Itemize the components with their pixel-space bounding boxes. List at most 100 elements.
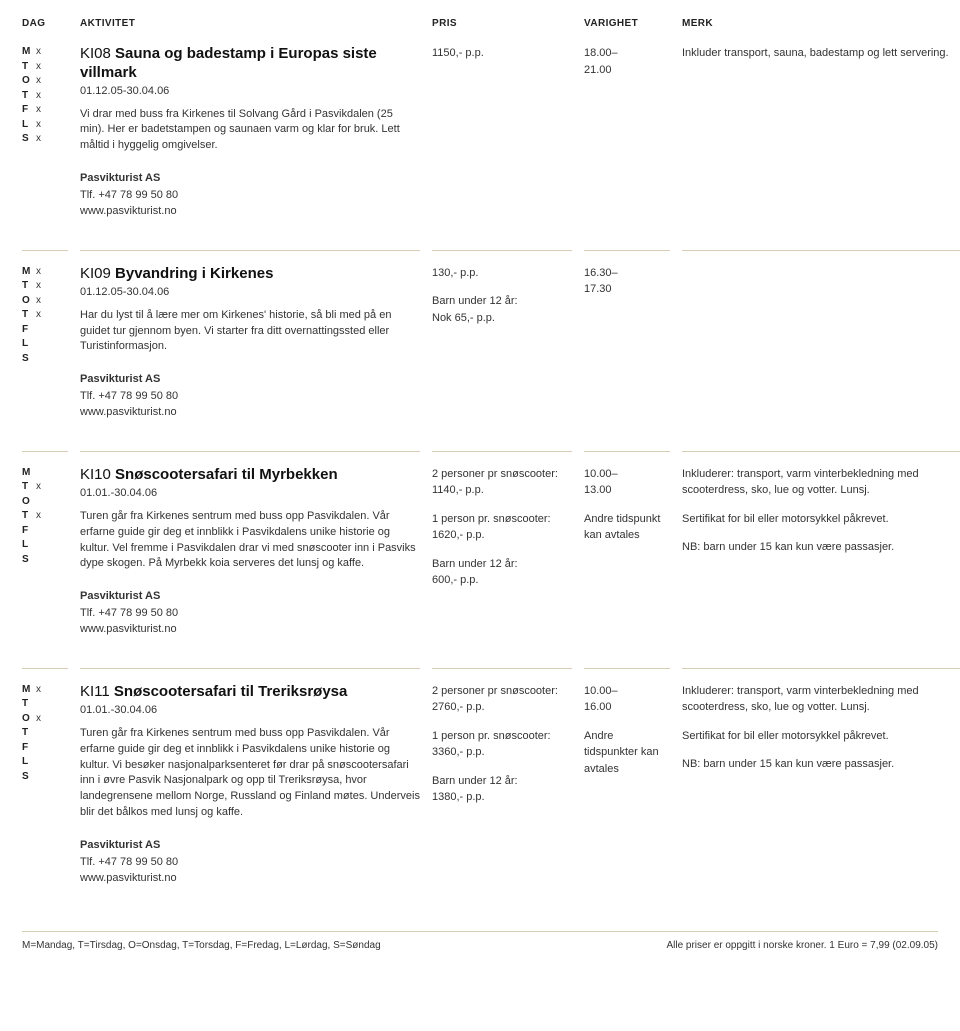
activity-title: KI09 Byvandring i Kirkenes	[80, 265, 420, 284]
activity-description: Har du lyst til å lære mer om Kirkenes' …	[80, 308, 420, 356]
note-cell: Inkluderer: transport, varm vinterbekled…	[682, 668, 960, 917]
day-mark	[36, 538, 46, 552]
day-label: T	[22, 509, 36, 523]
day-label: O	[22, 712, 36, 726]
activity-title: KI11 Snøscootersafari til Treriksrøysa	[80, 683, 420, 702]
activity-cell: KI10 Snøscootersafari til Myrbekken 01.01…	[80, 451, 420, 668]
price-value: 600,- p.p.	[432, 574, 478, 586]
price-value: 1150,- p.p.	[432, 47, 484, 59]
contact-web: www.pasvikturist.no	[80, 870, 420, 887]
day-label: L	[22, 337, 36, 351]
contact-phone: Tlf. +47 78 99 50 80	[80, 605, 420, 622]
price-value: 1140,- p.p.	[432, 484, 484, 496]
day-label: T	[22, 279, 36, 293]
day-label: M	[22, 45, 36, 59]
day-column: MxTOxTFLS	[22, 668, 68, 917]
duration-cell: 18.00–21.00	[584, 39, 670, 250]
activity-code: KI10	[80, 466, 115, 483]
day-mark: x	[36, 294, 46, 308]
day-mark	[36, 755, 46, 769]
price-cell: 2 personer pr snøscooter:2760,- p.p.1 pe…	[432, 668, 572, 917]
contact-phone: Tlf. +47 78 99 50 80	[80, 854, 420, 871]
day-mark	[36, 337, 46, 351]
activity-cell: KI08 Sauna og badestamp i Europas siste …	[80, 39, 420, 250]
day-label: T	[22, 308, 36, 322]
col-header-pris: PRIS	[432, 18, 572, 39]
day-mark	[36, 553, 46, 567]
day-mark: x	[36, 132, 46, 146]
day-label: F	[22, 103, 36, 117]
activity-contact: Pasvikturist ASTlf. +47 78 99 50 80www.p…	[80, 837, 420, 887]
day-label: S	[22, 553, 36, 567]
note-paragraph: Inkluder transport, sauna, badestamp og …	[682, 45, 960, 62]
col-header-aktivitet: AKTIVITET	[80, 18, 420, 39]
duration-extra: Andre tidspunkter kan avtales	[584, 728, 670, 778]
contact-company: Pasvikturist AS	[80, 837, 420, 854]
day-mark: x	[36, 509, 46, 523]
day-mark: x	[36, 480, 46, 494]
note-cell: Inkluder transport, sauna, badestamp og …	[682, 39, 960, 250]
day-mark: x	[36, 89, 46, 103]
day-mark: x	[36, 683, 46, 697]
activity-contact: Pasvikturist ASTlf. +47 78 99 50 80www.p…	[80, 170, 420, 220]
duration-extra: Andre tidspunkt kan avtales	[584, 511, 670, 544]
day-mark	[36, 524, 46, 538]
price-label: Barn under 12 år:	[432, 556, 572, 573]
activity-contact: Pasvikturist ASTlf. +47 78 99 50 80www.p…	[80, 588, 420, 638]
day-mark: x	[36, 308, 46, 322]
price-cell: 130,- p.p.Barn under 12 år:Nok 65,- p.p.	[432, 250, 572, 451]
day-label: L	[22, 118, 36, 132]
day-mark	[36, 726, 46, 740]
activity-cell: KI09 Byvandring i Kirkenes 01.12.05-30.04…	[80, 250, 420, 451]
footer-price-note: Alle priser er oppgitt i norske kroner. …	[666, 940, 938, 951]
day-label: T	[22, 60, 36, 74]
price-cell: 1150,- p.p.	[432, 39, 572, 250]
activity-title-text: Sauna og badestamp i Europas siste villm…	[80, 45, 377, 81]
day-label: F	[22, 323, 36, 337]
activity-code: KI08	[80, 45, 115, 62]
activity-dates: 01.12.05-30.04.06	[80, 286, 420, 298]
day-label: T	[22, 480, 36, 494]
contact-web: www.pasvikturist.no	[80, 404, 420, 421]
day-column: MxTxOxTxFxLxSx	[22, 39, 68, 250]
activity-dates: 01.01.-30.04.06	[80, 704, 420, 716]
duration-value: 18.00–21.00	[584, 45, 670, 78]
day-label: M	[22, 466, 36, 480]
duration-cell: 10.00–13.00 Andre tidspunkt kan avtales	[584, 451, 670, 668]
day-label: M	[22, 265, 36, 279]
day-label: T	[22, 726, 36, 740]
day-label: L	[22, 755, 36, 769]
contact-company: Pasvikturist AS	[80, 170, 420, 187]
day-mark	[36, 770, 46, 784]
activity-contact: Pasvikturist ASTlf. +47 78 99 50 80www.p…	[80, 371, 420, 421]
day-column: MxTxOxTxFLS	[22, 250, 68, 451]
activity-description: Turen går fra Kirkenes sentrum med buss …	[80, 509, 420, 573]
activity-dates: 01.01.-30.04.06	[80, 487, 420, 499]
contact-phone: Tlf. +47 78 99 50 80	[80, 388, 420, 405]
day-label: F	[22, 741, 36, 755]
activity-title: KI10 Snøscootersafari til Myrbekken	[80, 466, 420, 485]
day-label: O	[22, 74, 36, 88]
activity-title: KI08 Sauna og badestamp i Europas siste …	[80, 45, 420, 83]
day-label: T	[22, 697, 36, 711]
note-paragraph: NB: barn under 15 kan kun være passasjer…	[682, 756, 960, 773]
price-cell: 2 personer pr snøscooter:1140,- p.p.1 pe…	[432, 451, 572, 668]
day-mark: x	[36, 60, 46, 74]
day-mark: x	[36, 118, 46, 132]
activity-title-text: Snøscootersafari til Myrbekken	[115, 466, 338, 483]
price-label: 1 person pr. snøscooter:	[432, 511, 572, 528]
day-column: MTxOTxFLS	[22, 451, 68, 668]
day-label: S	[22, 770, 36, 784]
col-header-merk: MERK	[682, 18, 960, 39]
activity-description: Vi drar med buss fra Kirkenes til Solvan…	[80, 107, 420, 155]
day-mark	[36, 741, 46, 755]
price-label: Barn under 12 år:	[432, 773, 572, 790]
price-value: 1620,- p.p.	[432, 529, 485, 541]
day-label: M	[22, 683, 36, 697]
duration-value: 10.00–13.00	[584, 466, 670, 499]
day-label: T	[22, 89, 36, 103]
day-mark: x	[36, 265, 46, 279]
day-mark	[36, 697, 46, 711]
price-value: 1380,- p.p.	[432, 791, 485, 803]
price-value: 130,- p.p.	[432, 267, 478, 279]
